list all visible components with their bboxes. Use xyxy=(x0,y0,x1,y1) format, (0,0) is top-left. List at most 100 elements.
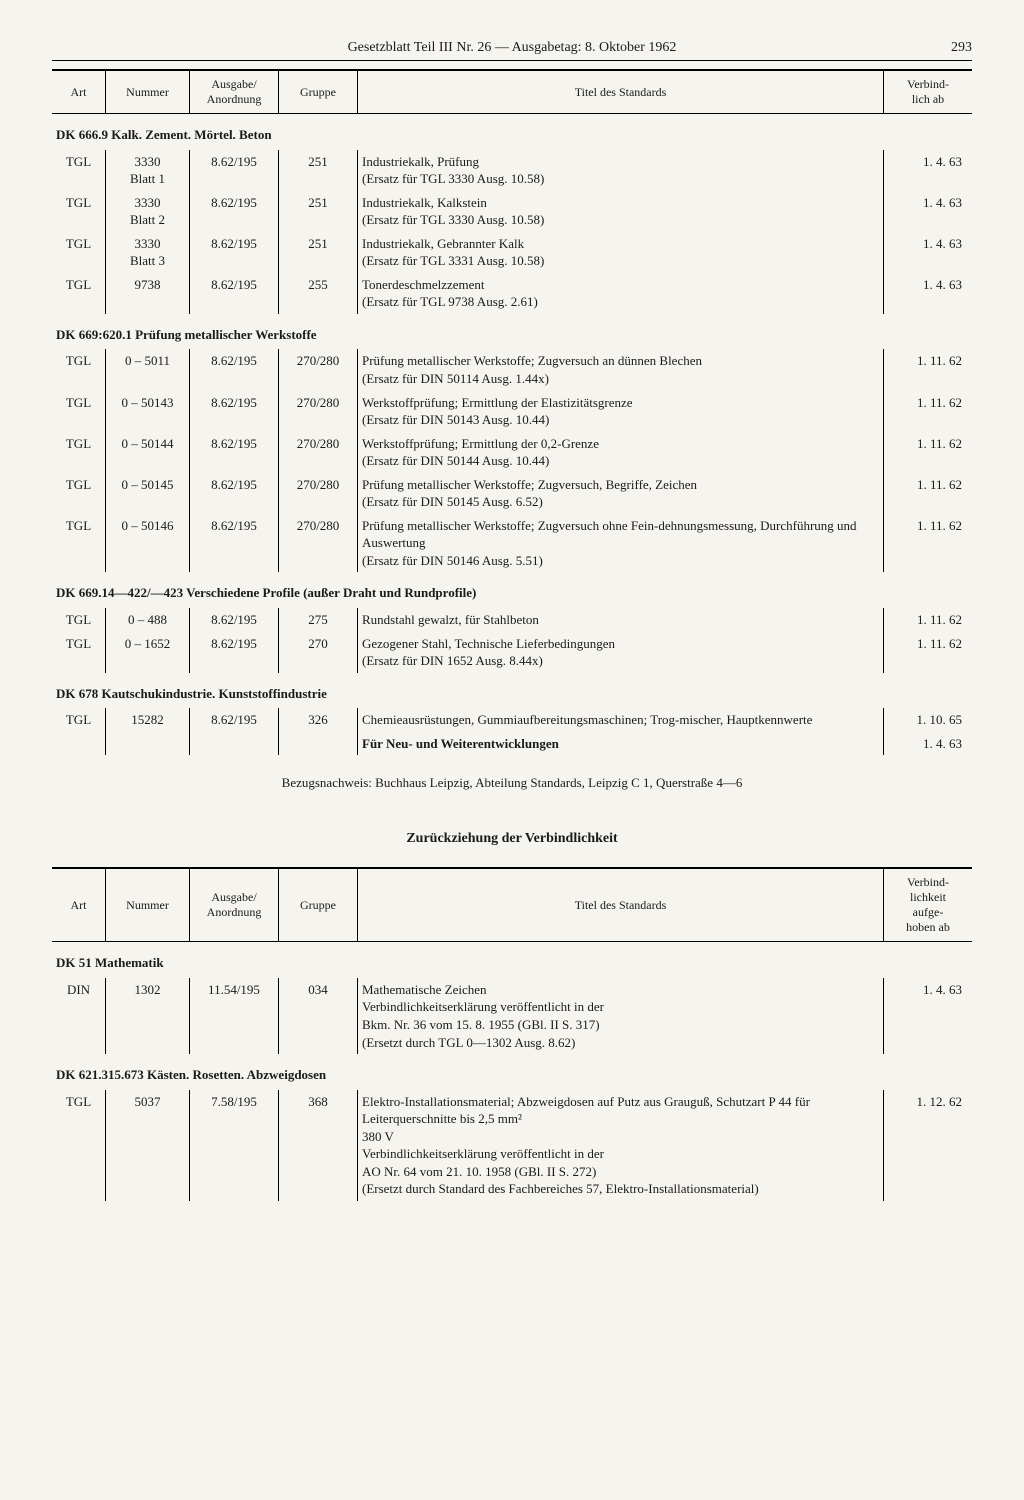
col-verbind: Verbind-lich ab xyxy=(884,70,973,114)
cell-nummer: 3330Blatt 2 xyxy=(106,191,190,232)
cell-ausgabe: 8.62/195 xyxy=(190,150,279,191)
cell-verbind-extra: 1. 4. 63 xyxy=(884,732,973,756)
cell-titel: Prüfung metallischer Werkstoffe; Zugvers… xyxy=(358,473,884,514)
table-row: TGL3330Blatt 38.62/195251Industriekalk, … xyxy=(52,232,972,273)
cell-ausgabe: 8.62/195 xyxy=(190,708,279,732)
cell-verbind: 1. 12. 62 xyxy=(884,1090,973,1201)
cell-verbind: 1. 4. 63 xyxy=(884,232,973,273)
cell-ausgabe: 8.62/195 xyxy=(190,608,279,632)
cell-art: TGL xyxy=(52,1090,106,1201)
cell-titel: Rundstahl gewalzt, für Stahlbeton xyxy=(358,608,884,632)
cell-nummer: 0 – 50145 xyxy=(106,473,190,514)
col-art: Art xyxy=(52,70,106,114)
cell-nummer: 1302 xyxy=(106,978,190,1054)
table-row: TGL152828.62/195326Chemieausrüstungen, G… xyxy=(52,708,972,732)
cell-gruppe: 270/280 xyxy=(279,473,358,514)
table-row: TGL97388.62/195255Tonerdeschmelzzement(E… xyxy=(52,273,972,314)
page-number: 293 xyxy=(932,40,972,56)
cell-gruppe: 270/280 xyxy=(279,432,358,473)
cell-gruppe: 270 xyxy=(279,632,358,673)
table-row: TGL3330Blatt 28.62/195251Industriekalk, … xyxy=(52,191,972,232)
table-header-row: Art Nummer Ausgabe/Anordnung Gruppe Tite… xyxy=(52,70,972,114)
col-verbind: Verbind-lichkeitaufge-hoben ab xyxy=(884,868,973,942)
cell-gruppe: 251 xyxy=(279,232,358,273)
table-row: TGL0 – 4888.62/195275Rundstahl gewalzt, … xyxy=(52,608,972,632)
cell-titel: Industriekalk, Prüfung(Ersatz für TGL 33… xyxy=(358,150,884,191)
cell-empty xyxy=(52,732,106,756)
cell-nummer: 3330Blatt 3 xyxy=(106,232,190,273)
section-heading: DK 51 Mathematik xyxy=(52,942,972,978)
cell-titel-extra: Für Neu- und Weiterentwicklungen xyxy=(358,732,884,756)
cell-art: TGL xyxy=(52,150,106,191)
standards-table-2: Art Nummer Ausgabe/Anordnung Gruppe Tite… xyxy=(52,867,972,1201)
cell-titel: Prüfung metallischer Werkstoffe; Zugvers… xyxy=(358,514,884,573)
section-heading: DK 666.9 Kalk. Zement. Mörtel. Beton xyxy=(52,114,972,150)
cell-verbind: 1. 11. 62 xyxy=(884,349,973,390)
cell-gruppe: 270/280 xyxy=(279,514,358,573)
cell-titel: Industriekalk, Gebrannter Kalk(Ersatz fü… xyxy=(358,232,884,273)
table-row: DIN130211.54/195034Mathematische Zeichen… xyxy=(52,978,972,1054)
table-row: TGL50377.58/195368Elektro-Installationsm… xyxy=(52,1090,972,1201)
cell-gruppe: 251 xyxy=(279,191,358,232)
cell-art: DIN xyxy=(52,978,106,1054)
cell-ausgabe: 8.62/195 xyxy=(190,514,279,573)
table-row: TGL3330Blatt 18.62/195251Industriekalk, … xyxy=(52,150,972,191)
cell-gruppe: 270/280 xyxy=(279,349,358,390)
section-heading: DK 669.14—422/—423 Verschiedene Profile … xyxy=(52,572,972,608)
col-gruppe: Gruppe xyxy=(279,868,358,942)
cell-art: TGL xyxy=(52,473,106,514)
page-header: Gesetzblatt Teil III Nr. 26 — Ausgabetag… xyxy=(52,40,972,61)
cell-empty xyxy=(279,732,358,756)
cell-verbind: 1. 11. 62 xyxy=(884,432,973,473)
cell-gruppe: 034 xyxy=(279,978,358,1054)
cell-ausgabe: 7.58/195 xyxy=(190,1090,279,1201)
cell-nummer: 0 – 50144 xyxy=(106,432,190,473)
section-heading: DK 669:620.1 Prüfung metallischer Werkst… xyxy=(52,314,972,350)
cell-gruppe: 270/280 xyxy=(279,391,358,432)
cell-art: TGL xyxy=(52,232,106,273)
cell-titel: Tonerdeschmelzzement(Ersatz für TGL 9738… xyxy=(358,273,884,314)
table-row: TGL0 – 501448.62/195270/280Werkstoffprüf… xyxy=(52,432,972,473)
cell-nummer: 0 – 5011 xyxy=(106,349,190,390)
cell-ausgabe: 8.62/195 xyxy=(190,191,279,232)
cell-verbind: 1. 10. 65 xyxy=(884,708,973,732)
cell-ausgabe: 8.62/195 xyxy=(190,232,279,273)
standards-table-1: Art Nummer Ausgabe/Anordnung Gruppe Tite… xyxy=(52,69,972,755)
cell-nummer: 0 – 50143 xyxy=(106,391,190,432)
col-titel: Titel des Standards xyxy=(358,70,884,114)
table-row: TGL0 – 50118.62/195270/280Prüfung metall… xyxy=(52,349,972,390)
cell-gruppe: 275 xyxy=(279,608,358,632)
col-gruppe: Gruppe xyxy=(279,70,358,114)
cell-art: TGL xyxy=(52,273,106,314)
cell-gruppe: 368 xyxy=(279,1090,358,1201)
cell-ausgabe: 8.62/195 xyxy=(190,632,279,673)
cell-verbind: 1. 4. 63 xyxy=(884,191,973,232)
cell-empty xyxy=(190,732,279,756)
table-row: TGL0 – 501468.62/195270/280Prüfung metal… xyxy=(52,514,972,573)
cell-art: TGL xyxy=(52,708,106,732)
header-title: Gesetzblatt Teil III Nr. 26 — Ausgabetag… xyxy=(92,40,932,56)
page-container: Gesetzblatt Teil III Nr. 26 — Ausgabetag… xyxy=(52,40,972,1201)
cell-art: TGL xyxy=(52,632,106,673)
cell-titel: Industriekalk, Kalkstein(Ersatz für TGL … xyxy=(358,191,884,232)
cell-titel: Gezogener Stahl, Technische Lieferbeding… xyxy=(358,632,884,673)
cell-ausgabe: 8.62/195 xyxy=(190,273,279,314)
cell-nummer: 15282 xyxy=(106,708,190,732)
cell-nummer: 9738 xyxy=(106,273,190,314)
section-heading: DK 678 Kautschukindustrie. Kunststoffind… xyxy=(52,673,972,709)
header-spacer xyxy=(52,40,92,56)
cell-art: TGL xyxy=(52,608,106,632)
cell-ausgabe: 8.62/195 xyxy=(190,473,279,514)
cell-art: TGL xyxy=(52,514,106,573)
cell-titel: Werkstoffprüfung; Ermittlung der 0,2-Gre… xyxy=(358,432,884,473)
col-ausgabe: Ausgabe/Anordnung xyxy=(190,868,279,942)
cell-gruppe: 326 xyxy=(279,708,358,732)
cell-titel: Elektro-Installationsmaterial; Abzweigdo… xyxy=(358,1090,884,1201)
cell-art: TGL xyxy=(52,432,106,473)
cell-verbind: 1. 11. 62 xyxy=(884,473,973,514)
cell-nummer: 0 – 50146 xyxy=(106,514,190,573)
cell-titel: Mathematische ZeichenVerbindlichkeitserk… xyxy=(358,978,884,1054)
cell-verbind: 1. 11. 62 xyxy=(884,608,973,632)
cell-ausgabe: 11.54/195 xyxy=(190,978,279,1054)
col-nummer: Nummer xyxy=(106,70,190,114)
